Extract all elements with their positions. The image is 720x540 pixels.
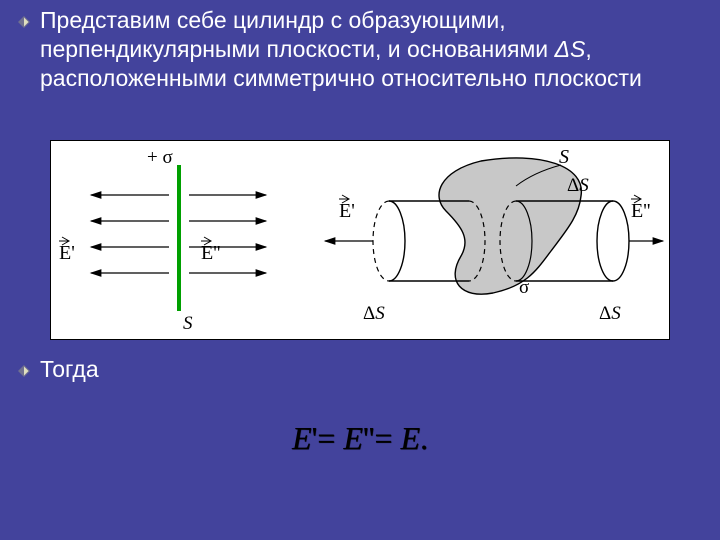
svg-text:E': E' <box>59 242 75 264</box>
svg-text:ΔS: ΔS <box>599 303 621 324</box>
svg-text:E'': E'' <box>201 242 220 264</box>
left-subfigure: + σ S E' E'' <box>59 147 266 334</box>
svg-text:ΔS: ΔS <box>363 303 385 324</box>
diamond-bullet-icon <box>18 364 30 382</box>
equation: E'= E''= E. <box>180 420 540 457</box>
svg-text:E'': E'' <box>631 200 650 222</box>
bullet-1-text: Представим себе цилиндр с образующими, п… <box>40 6 702 92</box>
bullet-2: Тогда <box>18 355 702 384</box>
bullet-2-text: Тогда <box>40 355 99 384</box>
figure-svg: + σ S E' E'' <box>51 141 669 339</box>
svg-text:σ: σ <box>519 277 529 298</box>
svg-text:ΔS: ΔS <box>567 175 589 196</box>
svg-text:+ σ: + σ <box>147 147 173 168</box>
svg-text:S: S <box>183 313 193 334</box>
right-subfigure: S ΔS ΔS ΔS σ E' E'' <box>325 146 663 324</box>
slide: Представим себе цилиндр с образующими, п… <box>0 0 720 540</box>
physics-figure: + σ S E' E'' <box>50 140 670 340</box>
bullet-1: Представим себе цилиндр с образующими, п… <box>18 6 702 92</box>
svg-text:E': E' <box>339 200 355 222</box>
diamond-bullet-icon <box>18 15 30 33</box>
svg-text:S: S <box>559 146 569 168</box>
